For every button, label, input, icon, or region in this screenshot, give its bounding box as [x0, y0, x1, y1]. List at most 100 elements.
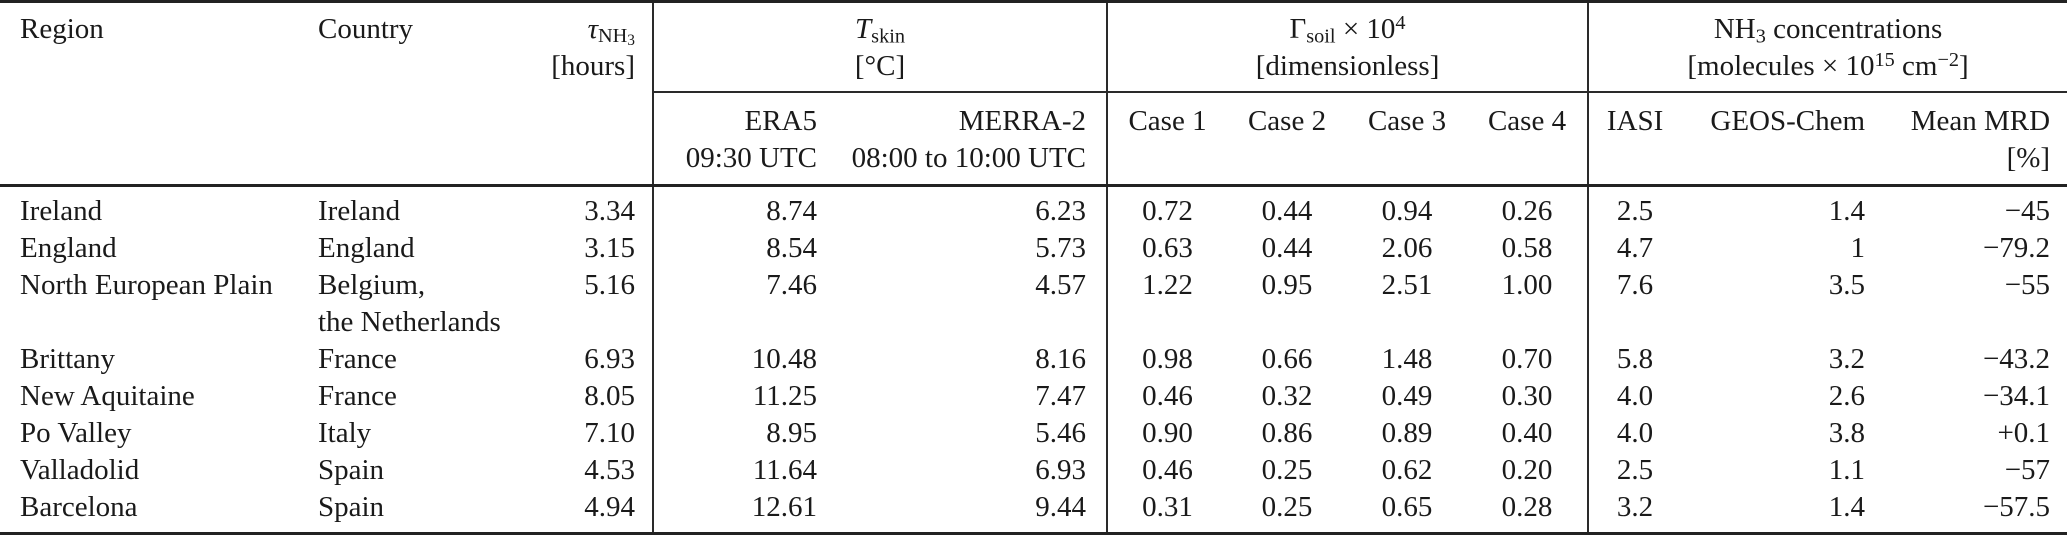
nh3-title-line: NH3 concentrations	[1713, 13, 1943, 48]
cell-iasi: 7.6	[1616, 269, 1654, 301]
table-row: Brittany France 6.93 10.48 8.16 0.98 0.6…	[0, 341, 2067, 378]
cell-region: New Aquitaine	[20, 380, 195, 412]
cell-country: France	[300, 341, 510, 378]
cell-iasi: 5.8	[1616, 343, 1654, 375]
cell-mean-mrd: −55	[2004, 269, 2051, 301]
cell-country: Ireland	[300, 186, 510, 231]
cell-era5: 11.25	[752, 380, 817, 412]
cell-merra2: 5.46	[830, 415, 1109, 452]
cell-case1: 0.31	[1107, 489, 1228, 535]
cell-tau: 8.05	[510, 378, 654, 415]
country-line1: Belgium,	[318, 269, 426, 301]
cell-era5: 8.95	[766, 417, 817, 449]
tau-unit-line: [hours]	[551, 50, 635, 82]
mean-mrd-label: Mean MRD	[1910, 104, 2051, 137]
gamma-symbol-line: Γsoil × 104	[1289, 11, 1406, 48]
country-line1: France	[318, 380, 397, 412]
cell-merra2: 6.93	[830, 452, 1109, 489]
cell-country: Belgium, the Netherlands	[300, 267, 510, 341]
tskin-symbol-line: Tskin	[855, 13, 905, 48]
cell-case2: 0.44	[1261, 232, 1313, 264]
cell-case4: 0.40	[1467, 415, 1590, 452]
era5-label: ERA5	[744, 104, 818, 137]
cell-region: England	[20, 232, 117, 264]
nh3-unit-line: [molecules × 1015 cm−2]	[1687, 48, 1969, 82]
cell-geoschem: 3.8	[1828, 417, 1866, 449]
cell-case1: 0.63	[1142, 232, 1193, 264]
country-line1: England	[318, 232, 415, 264]
cell-era5: 11.64	[752, 454, 817, 486]
merra2-label: MERRA-2	[958, 104, 1087, 137]
cell-merra2: 7.47	[830, 378, 1109, 415]
table-row: Valladolid Spain 4.53 11.64 6.93 0.46 0.…	[0, 452, 2067, 489]
cell-iasi: 2.5	[1616, 195, 1654, 227]
country-line2: the Netherlands	[318, 306, 501, 338]
col-header-country: Country	[300, 1, 510, 187]
cell-case4: 0.58	[1467, 230, 1590, 267]
mean-mrd-unit: [%]	[2006, 141, 2051, 174]
table-row: Ireland Ireland 3.34 8.74 6.23 0.72 0.44…	[0, 185, 2067, 231]
cell-merra2: 4.57	[830, 267, 1109, 341]
cell-tau: 7.10	[510, 415, 654, 452]
col-header-region-label: Region	[20, 13, 104, 45]
cell-case4: 0.30	[1467, 378, 1590, 415]
cell-tau: 3.34	[510, 185, 654, 230]
cell-case3: 2.06	[1381, 232, 1433, 264]
col-header-country-label: Country	[318, 13, 414, 45]
cell-mean-mrd: −57	[2004, 454, 2051, 486]
cell-geoschem: 1	[1850, 232, 1866, 264]
group-header-nh3-concentrations: NH3 concentrations [molecules × 1015 cm−…	[1588, 1, 2067, 93]
col-header-case2: Case 2	[1227, 91, 1348, 187]
country-line1: Ireland	[318, 195, 401, 227]
table-row: Barcelona Spain 4.94 12.61 9.44 0.31 0.2…	[0, 489, 2067, 535]
cell-region: Po Valley	[20, 417, 132, 449]
cell-case4: 0.70	[1467, 341, 1590, 378]
tskin-unit-line: [°C]	[854, 50, 906, 82]
cell-geoschem: 2.6	[1828, 380, 1866, 412]
table-row: North European Plain Belgium, the Nether…	[0, 267, 2067, 341]
cell-case4: 1.00	[1467, 267, 1590, 341]
cell-iasi: 4.7	[1616, 232, 1654, 264]
cell-country: Spain	[300, 489, 510, 535]
cell-merra2: 5.73	[830, 230, 1109, 267]
cell-case1: 0.98	[1142, 343, 1193, 375]
cell-case3: 0.89	[1381, 417, 1433, 449]
cell-mean-mrd: −57.5	[1881, 489, 2067, 535]
cell-mean-mrd: −43.2	[1982, 343, 2051, 375]
cell-case2: 0.66	[1261, 343, 1313, 375]
cell-case2: 0.32	[1261, 380, 1313, 412]
cell-case1: 0.46	[1142, 380, 1193, 412]
cell-era5: 7.46	[766, 269, 817, 301]
cell-region: North European Plain	[20, 269, 273, 301]
cell-geoschem: 1.4	[1828, 195, 1866, 227]
cell-case2: 0.95	[1261, 269, 1313, 301]
cell-iasi: 4.0	[1616, 417, 1654, 449]
cell-geoschem: 3.2	[1828, 343, 1866, 375]
col-header-case3: Case 3	[1347, 91, 1468, 187]
cell-country: France	[300, 378, 510, 415]
cell-case3: 0.49	[1381, 380, 1433, 412]
cell-era5: 10.48	[751, 343, 817, 375]
era5-time: 09:30 UTC	[685, 141, 817, 174]
cell-country: England	[300, 230, 510, 267]
cell-era5: 12.61	[653, 489, 830, 535]
cell-iasi: 4.0	[1616, 380, 1654, 412]
cell-geoschem: 3.5	[1828, 269, 1866, 301]
cell-case2: 0.44	[1261, 195, 1313, 227]
gamma-unit-line: [dimensionless]	[1255, 50, 1440, 82]
merra2-time: 08:00 to 10:00 UTC	[851, 141, 1087, 174]
cell-case2: 0.25	[1261, 454, 1313, 486]
cell-iasi: 3.2	[1588, 489, 1682, 535]
table-body: Ireland Ireland 3.34 8.74 6.23 0.72 0.44…	[0, 185, 2067, 535]
cell-region: Barcelona	[0, 489, 300, 535]
cell-mean-mrd: +0.1	[1997, 417, 2051, 449]
group-header-tskin: Tskin [°C]	[653, 1, 1109, 93]
tau-symbol-line: τNH3	[587, 13, 635, 50]
cell-mean-mrd: −34.1	[1982, 380, 2051, 412]
table-row: New Aquitaine France 8.05 11.25 7.47 0.4…	[0, 378, 2067, 415]
table-row: England England 3.15 8.54 5.73 0.63 0.44…	[0, 230, 2067, 267]
cell-country: Spain	[300, 452, 510, 489]
cell-case3: 0.94	[1381, 195, 1433, 227]
group-header-row: Region Country τNH3 [hours] Tskin [°C] Γ…	[0, 1, 2067, 187]
